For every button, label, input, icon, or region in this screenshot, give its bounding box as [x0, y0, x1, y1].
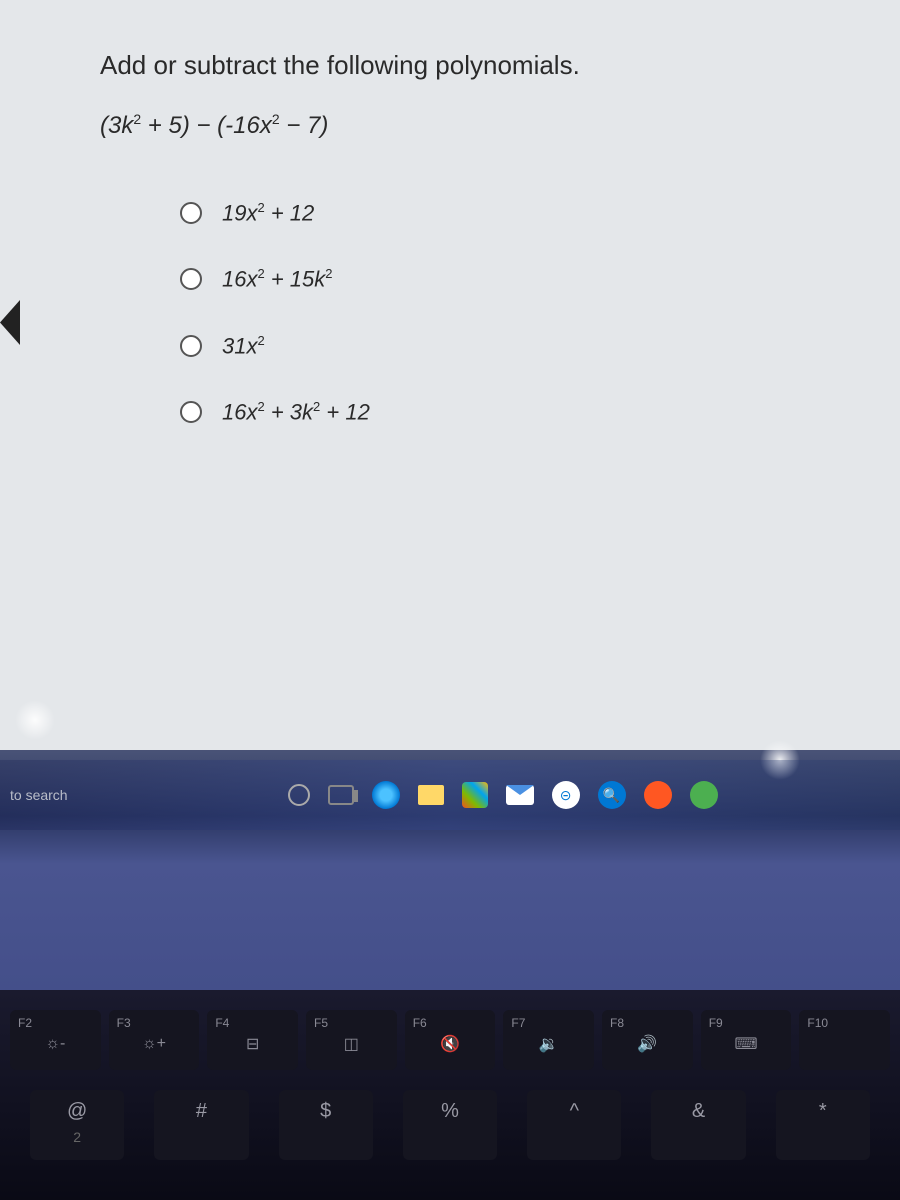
laptop-keyboard: F2☼-F3☼+F4⊟F5◫F6🔇F7🔉F8🔊F9⌨F10 @2 # $% ^&* — [0, 990, 900, 1200]
key-f6[interactable]: F6🔇 — [405, 1010, 496, 1070]
search-placeholder[interactable]: to search — [10, 787, 68, 803]
back-arrow-icon[interactable] — [0, 300, 20, 345]
key-symbol[interactable]: ^ — [527, 1090, 621, 1160]
option-text: 19x2 + 12 — [222, 200, 314, 226]
app-icon[interactable] — [644, 781, 672, 809]
task-view-icon[interactable] — [328, 785, 354, 805]
key-f3[interactable]: F3☼+ — [109, 1010, 200, 1070]
ms-store-icon[interactable] — [462, 782, 488, 808]
cortana-icon[interactable] — [288, 784, 310, 806]
option-3[interactable]: 16x2 + 3k2 + 12 — [180, 399, 900, 425]
option-text: 16x2 + 15k2 — [222, 266, 333, 292]
lens-flare — [15, 700, 55, 740]
taskbar-icons: ⊝ 🔍 — [288, 781, 718, 809]
question-expression: (3k2 + 5) − (-16x2 − 7) — [100, 111, 900, 140]
key-f7[interactable]: F7🔉 — [503, 1010, 594, 1070]
key-symbol[interactable]: @2 — [30, 1090, 124, 1160]
question-prompt: Add or subtract the following polynomial… — [100, 50, 900, 81]
key-symbol[interactable]: * — [776, 1090, 870, 1160]
option-1[interactable]: 16x2 + 15k2 — [180, 266, 900, 292]
radio-button[interactable] — [180, 202, 202, 224]
key-f2[interactable]: F2☼- — [10, 1010, 101, 1070]
file-explorer-icon[interactable] — [418, 785, 444, 805]
key-symbol[interactable]: # — [154, 1090, 248, 1160]
key-f8[interactable]: F8🔊 — [602, 1010, 693, 1070]
option-text: 31x2 — [222, 333, 265, 359]
key-symbol[interactable]: $ — [279, 1090, 373, 1160]
magnifier-icon[interactable]: 🔍 — [598, 781, 626, 809]
app-icon[interactable] — [690, 781, 718, 809]
radio-button[interactable] — [180, 268, 202, 290]
radio-button[interactable] — [180, 401, 202, 423]
radio-button[interactable] — [180, 335, 202, 357]
key-f5[interactable]: F5◫ — [306, 1010, 397, 1070]
app-icon[interactable]: ⊝ — [552, 781, 580, 809]
quiz-screen: Add or subtract the following polynomial… — [0, 0, 900, 750]
key-symbol[interactable]: & — [651, 1090, 745, 1160]
options-list: 19x2 + 12 16x2 + 15k2 31x2 16x2 + 3k2 + 12 — [100, 200, 900, 425]
key-symbol[interactable]: % — [403, 1090, 497, 1160]
key-f4[interactable]: F4⊟ — [207, 1010, 298, 1070]
option-2[interactable]: 31x2 — [180, 333, 900, 359]
key-f10[interactable]: F10 — [799, 1010, 890, 1070]
option-0[interactable]: 19x2 + 12 — [180, 200, 900, 226]
edge-icon[interactable] — [372, 781, 400, 809]
option-text: 16x2 + 3k2 + 12 — [222, 399, 370, 425]
function-key-row: F2☼-F3☼+F4⊟F5◫F6🔇F7🔉F8🔊F9⌨F10 — [0, 1010, 900, 1070]
key-f9[interactable]: F9⌨ — [701, 1010, 792, 1070]
windows-taskbar: to search ⊝ 🔍 — [0, 760, 900, 830]
number-row: @2 # $% ^&* — [0, 1090, 900, 1160]
mail-icon[interactable] — [506, 785, 534, 805]
